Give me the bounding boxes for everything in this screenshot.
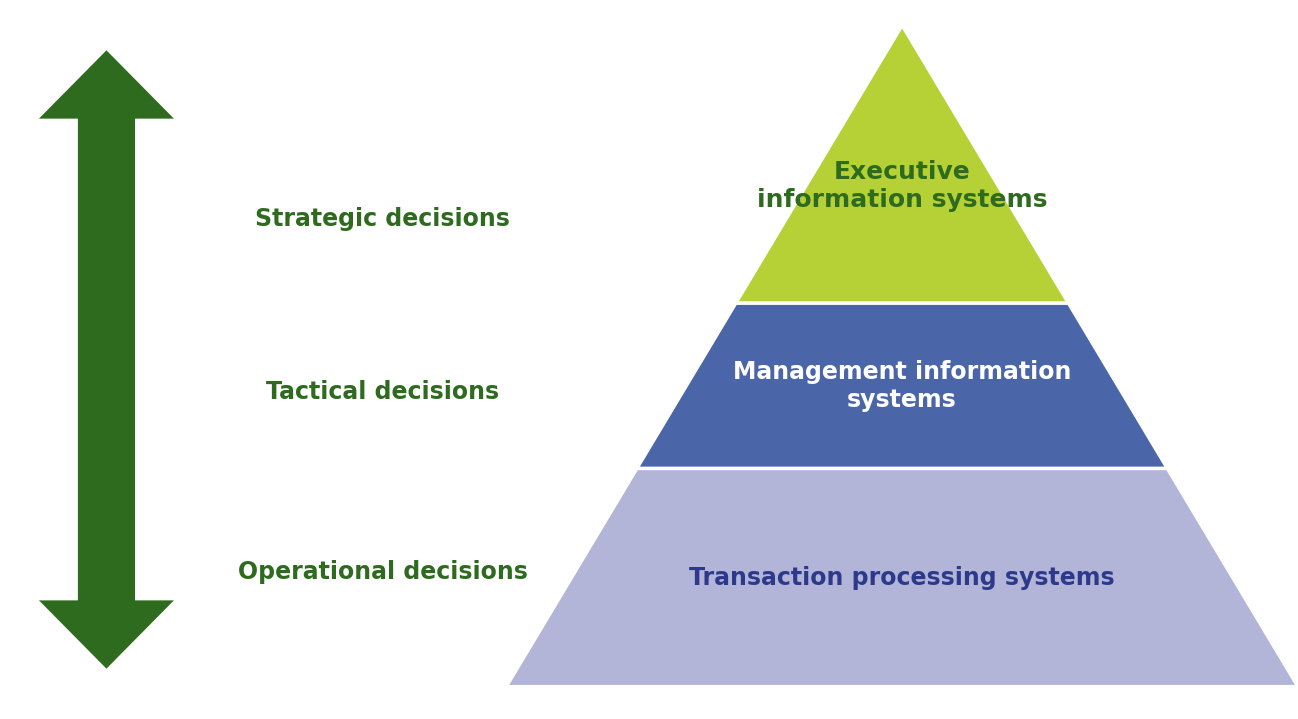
Polygon shape bbox=[39, 50, 174, 669]
Polygon shape bbox=[736, 25, 1068, 303]
Text: Operational decisions: Operational decisions bbox=[238, 559, 528, 584]
Text: Executive
information systems: Executive information systems bbox=[757, 160, 1047, 212]
Polygon shape bbox=[637, 303, 1167, 468]
Text: Management information
systems: Management information systems bbox=[733, 360, 1071, 411]
Text: Strategic decisions: Strategic decisions bbox=[256, 207, 510, 232]
Text: Tactical decisions: Tactical decisions bbox=[266, 380, 500, 404]
Polygon shape bbox=[506, 468, 1298, 687]
Text: Transaction processing systems: Transaction processing systems bbox=[689, 566, 1115, 590]
